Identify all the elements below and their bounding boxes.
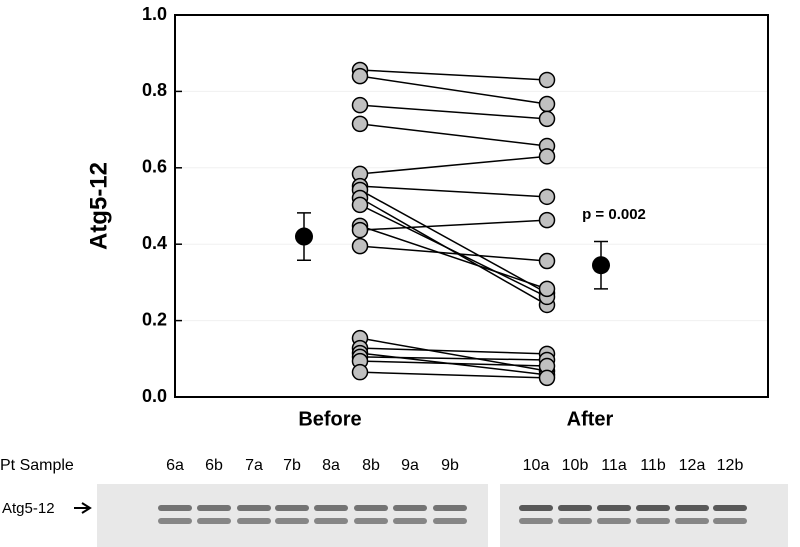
pair-line [359,371,548,379]
annotation: p = 0.002 [582,206,646,223]
pair-line [359,104,548,120]
lane-label: 6b [205,457,223,474]
band [314,518,348,524]
data-point [538,252,556,270]
y-tick-label: 0.0 [142,386,167,406]
data-point [538,148,556,165]
data-point [538,211,556,229]
blot-panel [500,484,788,547]
lane-label: 11a [601,457,627,474]
band [675,505,709,511]
band [314,505,348,511]
mean-point [592,256,610,275]
band [354,518,388,524]
band [393,505,427,511]
pair-line [359,123,548,147]
data-point [538,71,556,89]
pair-line [359,185,548,198]
row-label: Pt Sample [0,457,74,474]
y-tick-label: 1.0 [142,4,167,24]
data-point [538,188,556,206]
data-point [538,110,556,128]
lane-label: 7b [283,457,301,474]
lane-label: 11b [640,457,666,474]
lane-label: 6a [166,457,184,474]
lane-label: 9b [441,457,459,474]
data-point [351,96,369,114]
data-point [351,237,369,255]
y-tick-label: 0.4 [142,233,167,253]
y-tick-label: 0.6 [142,157,167,177]
band [237,505,271,511]
band [675,518,709,524]
band [433,505,467,511]
pair-line [359,219,548,231]
band [197,518,231,524]
data-point [351,221,369,239]
pair-line [359,347,548,355]
band [636,505,670,511]
lane-label: 12b [717,457,744,474]
band [597,518,631,524]
band [558,518,592,524]
lane-label: 10b [562,457,589,474]
band [275,505,309,511]
data-point [351,363,369,381]
band [275,518,309,524]
band [636,518,670,524]
pair-line [359,155,548,175]
band [519,505,553,511]
band [237,518,271,524]
pair-line [359,189,548,294]
band [433,518,467,524]
data-point [538,95,556,113]
band [713,518,747,524]
band [158,518,192,524]
pair-line [359,204,548,298]
plot-frame [174,14,769,398]
data-point [351,67,369,85]
lane-label: 8a [322,457,340,474]
data-point [538,280,556,298]
band [597,505,631,511]
pair-line [359,337,548,372]
band [393,518,427,524]
pair-line [359,75,548,105]
band-label: Atg5-12 [2,500,55,517]
data-point [538,369,556,387]
band-arrow [74,502,92,514]
band [197,505,231,511]
pair-line [359,356,548,361]
band [519,518,553,524]
data-point [351,115,369,133]
pair-line [359,245,548,262]
pair-line [359,225,548,290]
band [558,505,592,511]
pair-line [359,360,548,367]
y-axis-label: Atg5-12 [85,162,112,250]
band [713,505,747,511]
lane-label: 10a [523,457,550,474]
band [158,505,192,511]
y-tick-label: 0.8 [142,80,167,100]
x-tick-label: Before [298,408,361,430]
x-tick-label: After [567,408,614,430]
y-tick-label: 0.2 [142,309,167,329]
blot-panel [97,484,488,547]
lane-label: 12a [679,457,706,474]
lane-label: 9a [401,457,419,474]
band [354,505,388,511]
pair-line [359,69,548,81]
lane-label: 8b [362,457,380,474]
mean-point [295,227,313,246]
lane-label: 7a [245,457,263,474]
data-point [351,196,369,214]
